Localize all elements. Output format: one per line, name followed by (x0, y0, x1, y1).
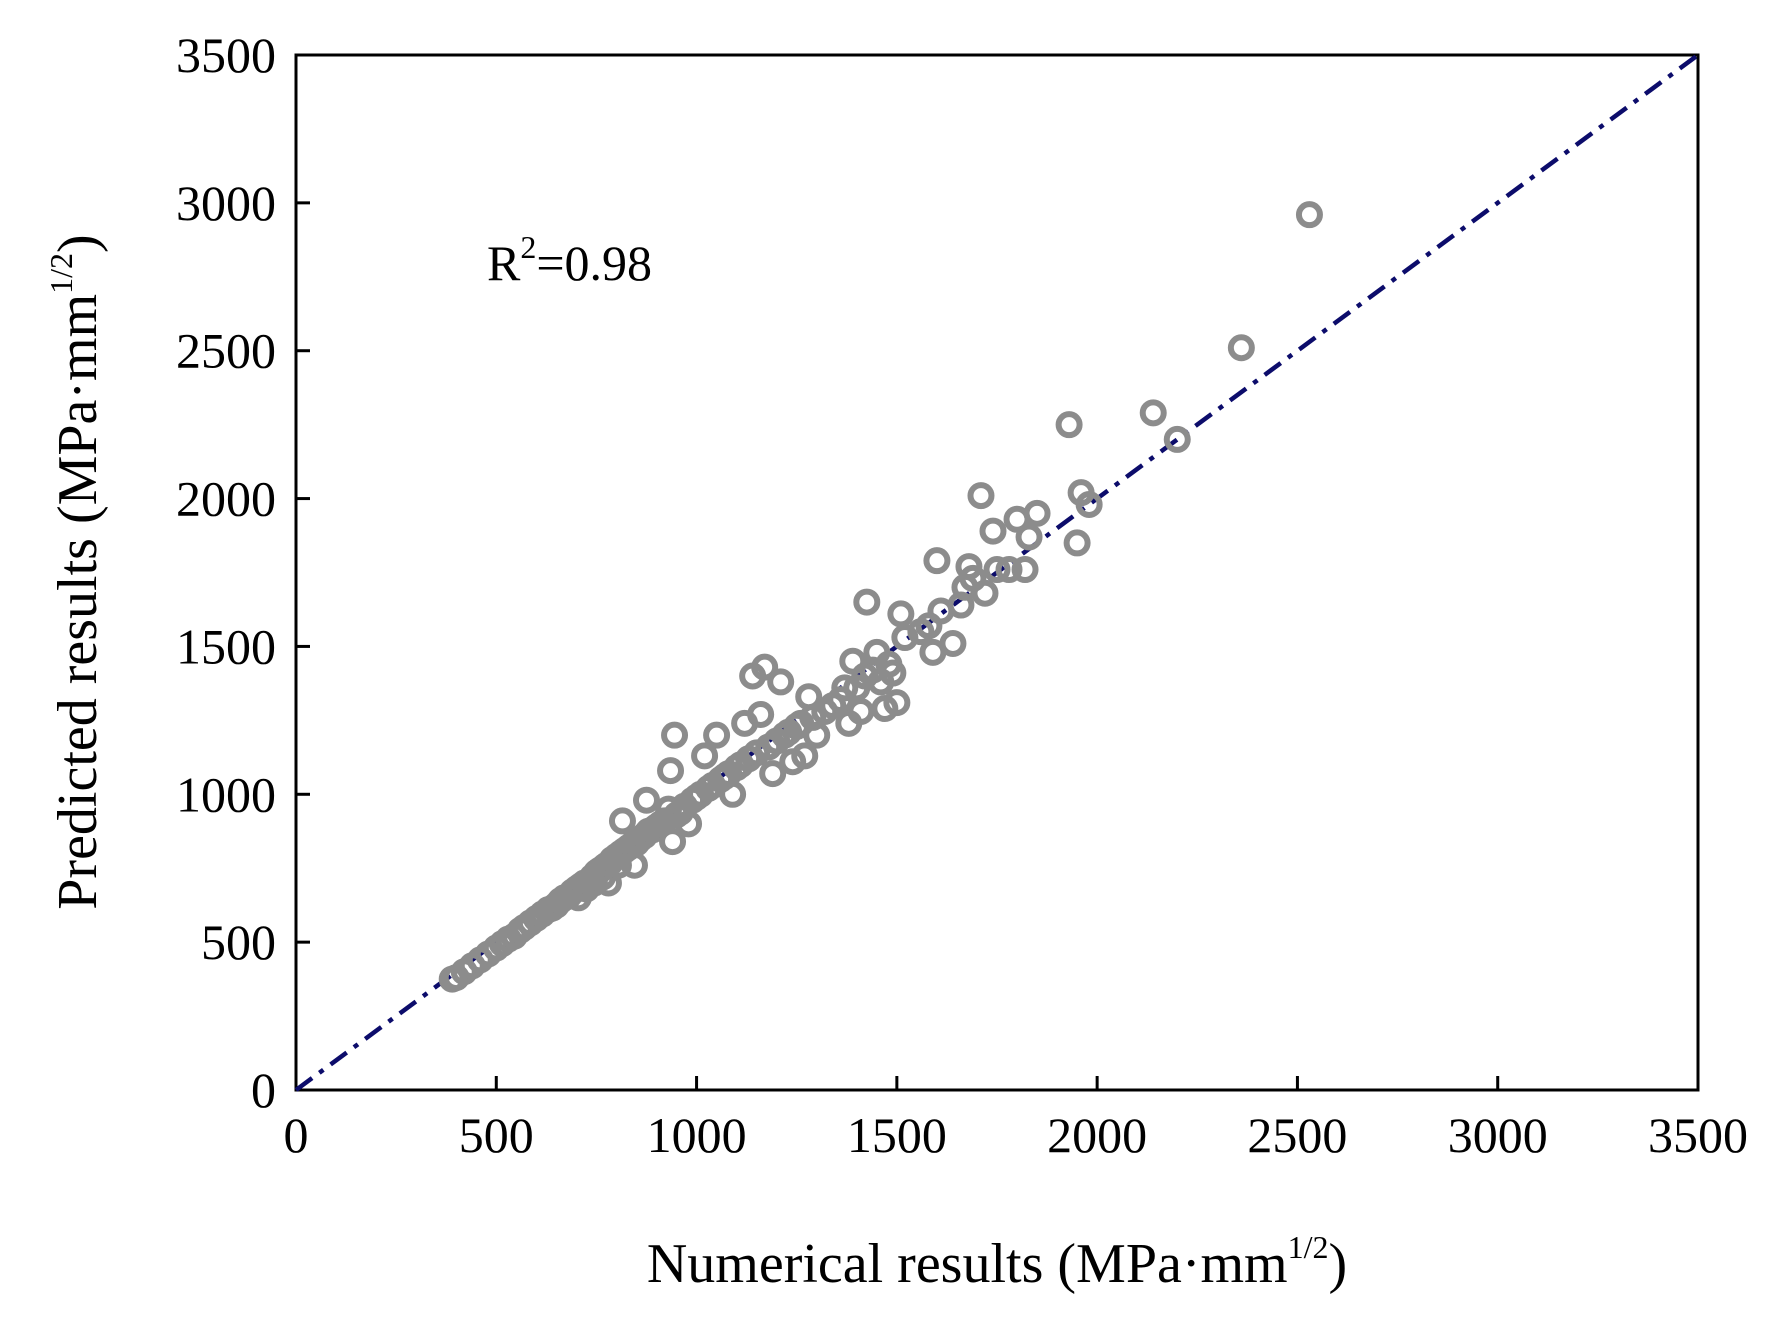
r-squared-sup: 2 (520, 229, 536, 265)
scatter-point (791, 742, 819, 770)
y-axis-title-close: ) (47, 234, 109, 253)
scatter-point (719, 780, 747, 808)
x-tick-label: 2000 (1047, 1107, 1147, 1163)
scatter-point (853, 588, 881, 616)
y-tick-label: 0 (251, 1062, 276, 1118)
scatter-point (633, 786, 660, 814)
r-squared-prefix: R (487, 235, 521, 291)
scatter-point (831, 674, 859, 702)
x-tick-label: 2500 (1247, 1107, 1347, 1163)
y-tick-label: 1000 (176, 766, 276, 822)
scatter-point (983, 556, 1011, 584)
scatter-point (995, 556, 1023, 584)
scatter-point (971, 579, 999, 607)
x-tick-label: 3000 (1448, 1107, 1548, 1163)
ticks-layer: 0 500 1000 1500 2000 2500 3000 3500 0 500 1000 1500… (176, 27, 1748, 1163)
y-tick-label: 3000 (176, 175, 276, 231)
scatter-point (939, 629, 967, 657)
scatter-point (847, 697, 875, 725)
x-tick-label: 500 (459, 1107, 534, 1163)
r-squared-value: =0.98 (536, 235, 652, 291)
points-layer (438, 201, 1323, 993)
scatter-point (1227, 334, 1255, 362)
scatter-point (691, 742, 719, 770)
x-axis-title-close: ) (1328, 1233, 1347, 1295)
x-axis-title: Numerical results (MPa·mm1/2) (647, 1229, 1347, 1295)
scatter-point (747, 700, 775, 728)
scatter-point (1075, 490, 1103, 518)
scatter-point (887, 600, 915, 628)
scatter-point (657, 757, 685, 785)
plot-frame (294, 53, 1700, 1092)
y-tick-label: 2500 (176, 323, 276, 379)
scatter-point (1163, 425, 1191, 453)
x-axis-title-main: Numerical results (MPa·mm (647, 1233, 1288, 1295)
scatter-point (1015, 523, 1043, 551)
scatter-point (703, 721, 731, 749)
scatter-point (803, 721, 831, 749)
scatter-point (751, 653, 779, 681)
scatter-point (675, 810, 703, 838)
y-tick-label: 3500 (176, 27, 276, 83)
scatter-point (1023, 499, 1051, 527)
y-tick-label: 2000 (176, 471, 276, 527)
x-tick-label: 3500 (1648, 1107, 1748, 1163)
x-tick-label: 1500 (847, 1107, 947, 1163)
y-tick-label: 500 (201, 914, 276, 970)
x-axis-title-sup: 1/2 (1288, 1229, 1329, 1265)
scatter-point (659, 828, 687, 856)
x-tick-label: 0 (284, 1107, 309, 1163)
scatter-point (1055, 411, 1083, 439)
y-axis-title: Predicted results (MPa·mm1/2) (43, 234, 109, 909)
scatter-point (923, 547, 951, 575)
scatter-point (767, 668, 795, 696)
scatter-point (1139, 399, 1167, 427)
scatter-point (883, 689, 911, 717)
x-tick-label: 1000 (647, 1107, 747, 1163)
scatter-point (979, 517, 1007, 545)
scatter-point (967, 482, 995, 510)
scatter-point (1295, 201, 1323, 229)
scatter-point (1063, 529, 1091, 557)
scatter-point (661, 721, 689, 749)
y-axis-title-sup: 1/2 (43, 253, 79, 294)
scatter-point (759, 760, 787, 788)
y-axis-title-main: Predicted results (MPa·mm (47, 294, 109, 910)
y-tick-label: 1500 (176, 618, 276, 674)
scatter-point (1011, 556, 1039, 584)
scatter-point (879, 659, 907, 687)
r-squared-annotation: R2=0.98 (487, 229, 652, 291)
scatter-point (608, 807, 636, 835)
